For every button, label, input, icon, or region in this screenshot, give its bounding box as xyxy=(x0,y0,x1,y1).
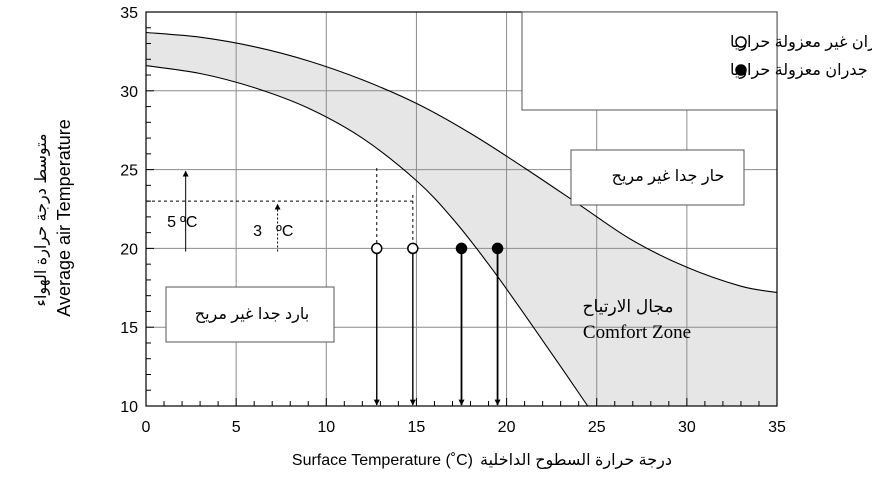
guide-lines xyxy=(146,168,414,244)
y-tick-label: 15 xyxy=(120,320,138,337)
cold-zone-label: بارد جدا غير مريح xyxy=(195,306,309,324)
legend-box xyxy=(521,11,778,111)
y-tick-label: 25 xyxy=(120,163,138,180)
x-tick-label: 35 xyxy=(768,419,786,436)
y-tick-label: 10 xyxy=(120,399,138,416)
x-tick-label: 15 xyxy=(408,419,426,436)
x-tick-label: 30 xyxy=(678,419,696,436)
legend-label-insulated: جدران معزولة حراريا xyxy=(730,62,868,80)
comfort-zone-lower-boundary xyxy=(145,65,589,407)
x-axis-label-en: Surface Temperature (˚C) xyxy=(292,452,473,469)
comfort-zone-upper-boundary xyxy=(145,31,778,294)
legend-marker-uninsulated xyxy=(735,36,747,48)
y-tick-label: 35 xyxy=(120,5,138,22)
hot-zone-label: حار جدا غير مريح xyxy=(612,168,725,186)
hot-zone-box xyxy=(570,149,745,206)
y-axis-label-ar: متوسط درجة حرارة الهواء xyxy=(33,133,51,306)
x-tick-label: 20 xyxy=(498,419,516,436)
x-tick-label: 25 xyxy=(588,419,606,436)
x-tick-label: 0 xyxy=(142,419,151,436)
x-axis-label-ar: درجة حرارة السطوح الداخلية xyxy=(480,452,672,470)
comfort-zone-label-ar: مجال الارتياح xyxy=(583,297,674,317)
legend-marker-insulated xyxy=(735,64,747,76)
delta-3-unit: ºC xyxy=(276,223,293,240)
comfort-zone-label-en: Comfort Zone xyxy=(583,322,691,343)
x-tick-label: 10 xyxy=(317,419,335,436)
cold-zone-box xyxy=(165,286,335,343)
data-point-insulated xyxy=(455,242,468,255)
comfort-zone-band xyxy=(146,32,777,406)
delta-5-unit: ºC xyxy=(180,214,197,231)
drop-arrows xyxy=(182,170,501,406)
legend: جدران غير معزولة حراريا جدران معزولة حرا… xyxy=(521,11,872,111)
x-tick-label: 5 xyxy=(232,419,241,436)
data-point-insulated xyxy=(491,242,504,255)
data-points xyxy=(371,242,504,255)
axis-ticks xyxy=(145,11,778,407)
y-tick-label: 20 xyxy=(120,241,138,258)
y-tick-label: 30 xyxy=(120,84,138,101)
grid-lines xyxy=(146,12,777,406)
plot-frame xyxy=(145,11,778,407)
data-point-uninsulated xyxy=(371,242,383,255)
data-point-uninsulated xyxy=(407,242,419,255)
y-axis-label-en: Average air Temperature xyxy=(54,119,74,316)
legend-label-uninsulated: جدران غير معزولة حراريا xyxy=(730,34,872,52)
delta-5-value: 5 xyxy=(167,214,176,231)
delta-3-value: 3 xyxy=(253,223,262,240)
